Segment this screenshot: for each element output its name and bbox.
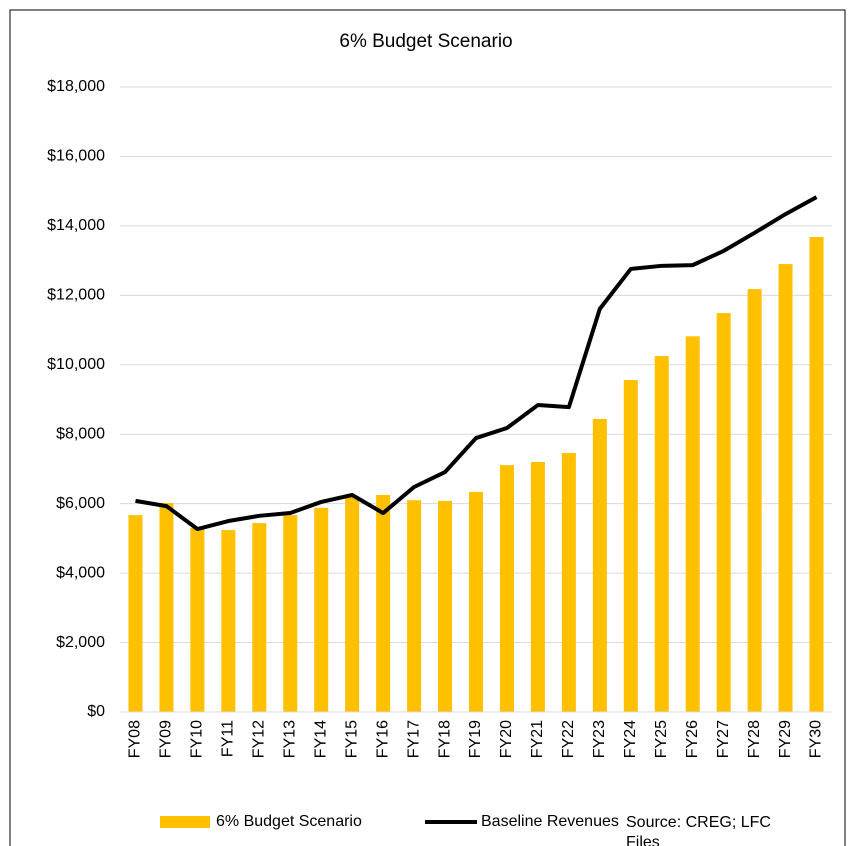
bar [283, 515, 298, 712]
y-tick-label: $18,000 [47, 78, 105, 95]
legend-label: Baseline Revenues [481, 813, 619, 830]
bar [499, 465, 514, 712]
bar [314, 507, 329, 712]
bar [190, 527, 205, 712]
bar [159, 502, 174, 712]
y-tick-label: $4,000 [56, 564, 105, 581]
legend-label: 6% Budget Scenario [216, 813, 362, 830]
x-tick-label: FY28 [746, 720, 763, 758]
y-tick-label: $10,000 [47, 356, 105, 373]
x-tick-label: FY18 [436, 720, 453, 758]
x-tick-label: FY11 [220, 720, 237, 757]
bar [747, 289, 762, 712]
y-tick-label: $14,000 [47, 217, 105, 234]
bar [221, 530, 236, 712]
y-tick-label: $12,000 [47, 287, 105, 304]
x-tick-label: FY22 [560, 720, 577, 758]
bar [252, 523, 267, 712]
bar [376, 494, 391, 712]
x-tick-label: FY08 [127, 720, 144, 758]
x-tick-label: FY12 [251, 720, 268, 758]
chart-title: 6% Budget Scenario [339, 31, 512, 52]
chart-border [9, 9, 846, 846]
bar [778, 264, 793, 712]
line [135, 195, 818, 532]
y-tick-label: $16,000 [47, 148, 105, 165]
bar [592, 418, 607, 712]
bar [530, 462, 545, 712]
y-tick-label: $6,000 [56, 495, 105, 512]
bar [345, 497, 360, 712]
x-tick-label: FY26 [684, 720, 701, 758]
y-tick-label: $8,000 [56, 425, 105, 442]
x-tick-label: FY29 [777, 720, 794, 758]
x-tick-label: FY16 [374, 720, 391, 758]
bar [654, 356, 669, 712]
x-tick-label: FY30 [808, 720, 825, 758]
bar [716, 313, 731, 712]
bar [469, 491, 483, 712]
x-tick-label: FY24 [622, 720, 639, 758]
x-tick-label: FY19 [467, 720, 484, 758]
x-tick-label: FY20 [498, 720, 515, 758]
x-tick-label: FY13 [281, 720, 298, 758]
bar [623, 380, 638, 712]
x-tick-label: FY15 [343, 720, 360, 758]
x-tick-label: FY09 [158, 720, 175, 758]
bar [685, 336, 700, 712]
bar [809, 237, 824, 712]
x-tick-label: FY17 [405, 720, 422, 758]
bar [407, 500, 422, 712]
bar [128, 515, 143, 712]
bar [438, 500, 453, 712]
x-tick-label: FY14 [312, 720, 329, 758]
x-tick-label: FY10 [189, 720, 206, 758]
source-note: Source: CREG; LFC Files [626, 814, 771, 846]
y-tick-label: $0 [87, 703, 105, 720]
x-tick-label: FY23 [591, 720, 608, 758]
bar [561, 452, 576, 712]
legend-swatch [160, 816, 210, 828]
x-tick-label: FY27 [715, 720, 732, 758]
x-tick-label: FY25 [653, 720, 670, 758]
y-tick-label: $2,000 [56, 634, 105, 651]
x-tick-label: FY21 [529, 720, 546, 758]
